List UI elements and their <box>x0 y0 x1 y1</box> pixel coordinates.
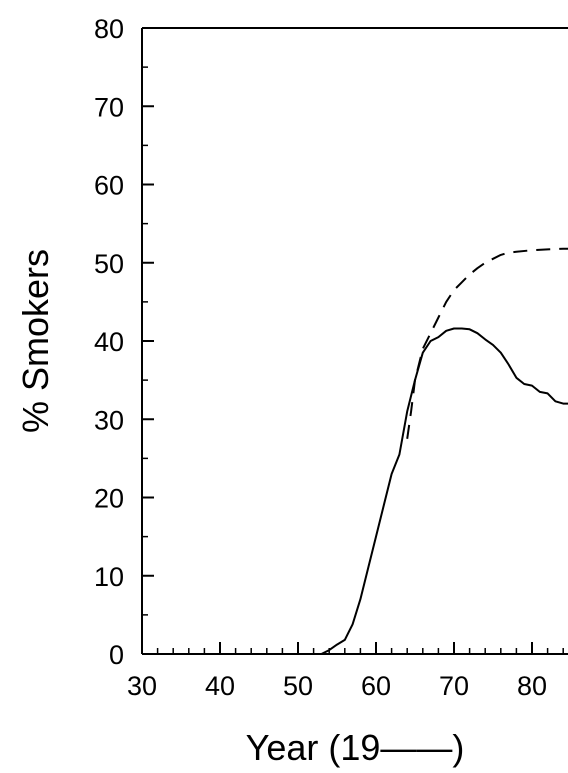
y-axis-title: % Smokers <box>15 249 56 433</box>
x-tick-label-50: 50 <box>283 671 313 701</box>
x-tick-label-70: 70 <box>439 671 469 701</box>
dashed-series-line <box>406 247 568 439</box>
x-tick-label-40: 40 <box>205 671 235 701</box>
series-layer <box>320 247 568 655</box>
x-tick-label-30: 30 <box>127 671 157 701</box>
x-tick-label-60: 60 <box>361 671 391 701</box>
solid-series-line <box>320 327 568 655</box>
y-tick-label-30: 30 <box>94 405 124 435</box>
y-tick-label-20: 20 <box>94 484 124 514</box>
y-tick-label-60: 60 <box>94 171 124 201</box>
x-tick-label-80: 80 <box>517 671 547 701</box>
y-tick-label-40: 40 <box>94 327 124 357</box>
y-tick-label-0: 0 <box>109 640 124 670</box>
y-tick-label-70: 70 <box>94 92 124 122</box>
y-tick-label-80: 80 <box>94 14 124 44</box>
x-ticks: 30 40 50 60 70 80 <box>127 642 564 701</box>
y-tick-label-50: 50 <box>94 249 124 279</box>
y-tick-label-10: 10 <box>94 562 124 592</box>
y-ticks: 0 10 20 30 40 50 60 70 80 <box>94 14 154 670</box>
x-axis-title: Year (19——) <box>246 727 465 768</box>
